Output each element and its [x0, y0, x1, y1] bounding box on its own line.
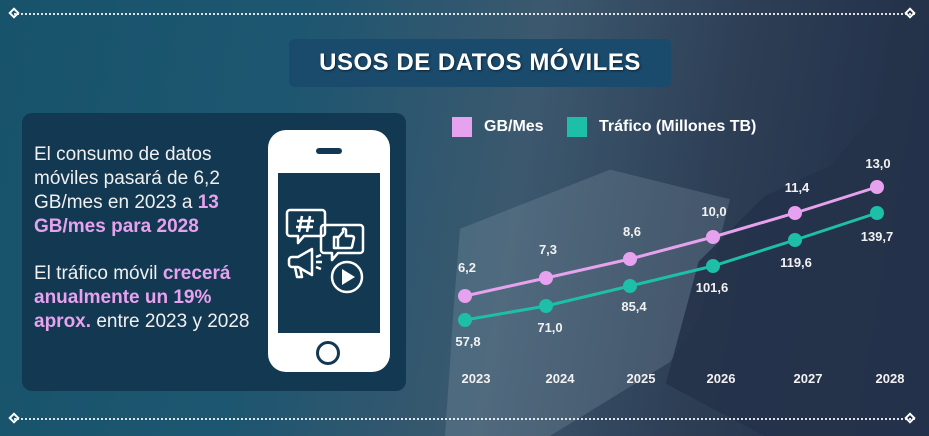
legend-item-gb: GB/Mes: [452, 117, 544, 137]
gb-line: [464, 185, 878, 298]
hashtag-bubble-icon: [285, 208, 327, 245]
play-button-icon: [330, 260, 364, 294]
x-axis-label: 2025: [627, 371, 656, 386]
consumption-paragraph: El consumo de datos móviles pasará de 6,…: [34, 143, 264, 239]
traffic-line: [464, 211, 878, 322]
phone-home-button: [316, 341, 340, 365]
legend-swatch-traffic: [567, 117, 587, 137]
x-axis-label: 2026: [707, 371, 736, 386]
traffic-highlight: crecerá anualmente un 19% aprox.: [34, 263, 231, 332]
traffic-label: 101,6: [696, 280, 729, 295]
gb-label: 13,0: [865, 156, 890, 171]
traffic-label: 119,6: [780, 255, 812, 270]
megaphone-icon: [287, 247, 322, 279]
traffic-label: 71,0: [537, 320, 562, 335]
thumbs-up-bubble-icon: [319, 223, 365, 262]
traffic-label: 85,4: [621, 299, 647, 314]
legend-label-gb: GB/Mes: [484, 118, 544, 135]
consumption-highlight: 13 GB/mes para 2028: [34, 192, 219, 237]
x-axis-label: 2028: [876, 371, 905, 386]
traffic-text-b: entre 2023 y 2028: [96, 311, 250, 332]
x-axis-label: 2023: [462, 371, 491, 386]
page-title-text: USOS DE DATOS MÓVILES: [319, 49, 641, 76]
traffic-paragraph: El tráfico móvil crecerá anualmente un 1…: [34, 262, 264, 334]
traffic-label: 57,8: [455, 334, 480, 349]
gb-label: 7,3: [539, 242, 557, 257]
traffic-points: [458, 206, 884, 327]
traffic-text-a: El tráfico móvil: [34, 263, 158, 284]
gb-label: 8,6: [623, 224, 641, 239]
x-axis-label: 2024: [546, 371, 576, 386]
consumption-text: El consumo de datos móviles pasará de 6,…: [34, 144, 220, 213]
phone-speaker: [316, 148, 342, 154]
legend-item-traffic: Tráfico (Millones TB): [567, 117, 756, 137]
legend-swatch-gb: [452, 117, 472, 137]
page-title: USOS DE DATOS MÓVILES: [289, 39, 671, 87]
gb-label: 6,2: [458, 260, 476, 275]
gb-points: [458, 180, 884, 303]
smartphone-icon: [268, 130, 390, 372]
traffic-label: 139,7: [861, 229, 894, 244]
phone-screen: [278, 173, 380, 333]
top-dotted-divider: [14, 13, 915, 15]
bottom-dotted-divider: [14, 418, 915, 420]
gb-label: 10,0: [701, 204, 726, 219]
x-axis-label: 2027: [794, 371, 823, 386]
legend-label-traffic: Tráfico (Millones TB): [599, 118, 757, 135]
gb-label: 11,4: [785, 180, 810, 195]
